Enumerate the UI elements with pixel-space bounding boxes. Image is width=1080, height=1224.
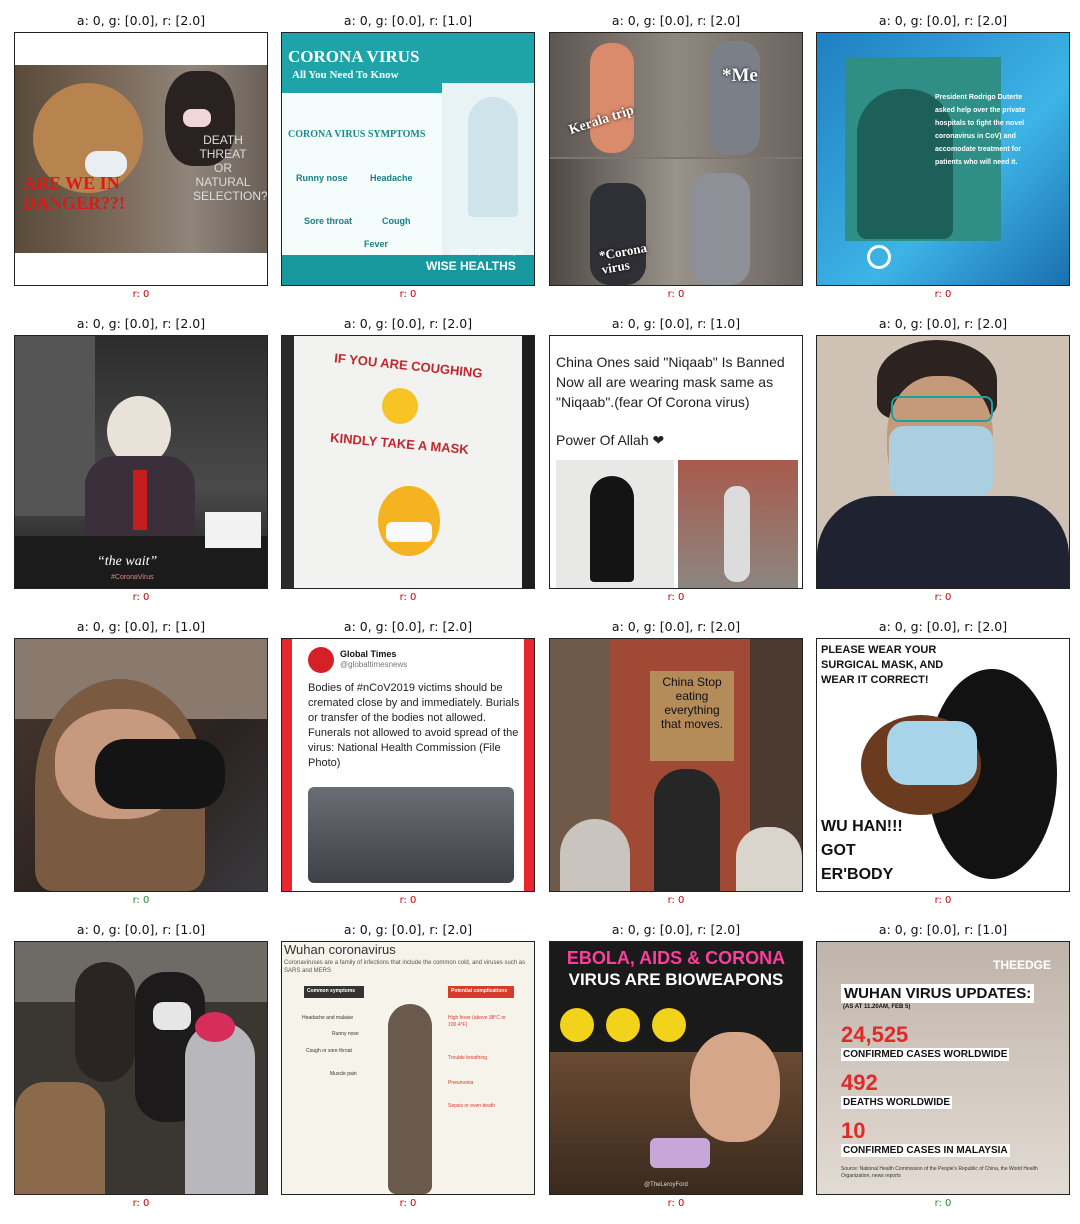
sign-text: KINDLY TAKE A MASK	[329, 429, 470, 458]
cell-title: a: 0, g: [0.0], r: [2.0]	[76, 316, 206, 331]
poster-text: Fever	[364, 239, 389, 249]
stat-number: 24,525	[841, 1022, 909, 1047]
cell-title: a: 0, g: [0.0], r: [1.0]	[611, 316, 741, 331]
poster-corona-virus: CORONA VIRUS All You Need To Know CORONA…	[281, 32, 535, 286]
symptom-label: Runny nose	[332, 1031, 359, 1037]
complication-label: Trouble breathing	[448, 1055, 488, 1061]
poster-text: CORONA VIRUS SYMPTOMS	[288, 129, 426, 140]
infographic-source: Source: National Health Commission of th…	[841, 1166, 1038, 1179]
cell-title: a: 0, g: [0.0], r: [1.0]	[343, 13, 473, 28]
post-text: China Ones said "Niqaab" Is Banned Now a…	[556, 354, 785, 410]
meme-text: *Me	[722, 65, 758, 86]
news-caption-text: President Rodrigo Duterte asked help ove…	[935, 94, 1026, 166]
poster-text: CORONA VIRUS	[288, 47, 420, 66]
cell-caption: r: 0	[399, 895, 417, 906]
cell-title: a: 0, g: [0.0], r: [2.0]	[343, 619, 473, 634]
infographic-label: Potential complications	[451, 988, 508, 994]
meme-headline: VIRUS ARE BIOWEAPONS	[568, 970, 784, 989]
cell-caption: r: 0	[132, 1198, 150, 1209]
meme-bioweapons: EBOLA, AIDS & CORONA VIRUS ARE BIOWEAPON…	[549, 941, 803, 1195]
meme-text: WU HAN!!! GOT ER'BODY SICK!!!	[821, 818, 903, 891]
tweet-handle: @globaltimesnews	[340, 660, 408, 669]
cell-title: a: 0, g: [0.0], r: [2.0]	[878, 13, 1008, 28]
cell-caption: r: 0	[934, 289, 952, 300]
sign-coughing-mask: IF YOU ARE COUGHING KINDLY TAKE A MASK	[281, 335, 535, 589]
photo-man-mask	[816, 335, 1070, 589]
stat-label: CONFIRMED CASES WORLDWIDE	[841, 1048, 1010, 1061]
cell-title: a: 0, g: [0.0], r: [1.0]	[878, 922, 1008, 937]
poster-text: #rakhsapnokakhayal	[450, 247, 524, 256]
meme-distracted: Kerala trip *Me *Corona virus	[549, 32, 803, 286]
infographic-label: Common symptoms	[307, 988, 356, 994]
meme-text: DEATH THREAT OR NATURAL SELECTION?!!	[193, 133, 268, 203]
cell-caption: r: 0	[399, 1198, 417, 1209]
meme-image-teddy-bear: ARE WE IN DANGER??! DEATH THREAT OR NATU…	[14, 32, 268, 286]
tweet-global-times: Global Times @globaltimesnews Bodies of …	[281, 638, 535, 892]
meme-wu-han: PLEASE WEAR YOUR SURGICAL MASK, AND WEAR…	[816, 638, 1070, 892]
stat-label: DEATHS WORLDWIDE	[841, 1096, 953, 1109]
poster-text: Sore throat	[304, 216, 353, 226]
cell-title: a: 0, g: [0.0], r: [2.0]	[343, 316, 473, 331]
cell-caption: r: 0	[399, 592, 417, 603]
cell-title: a: 0, g: [0.0], r: [2.0]	[878, 619, 1008, 634]
social-post-niqaab: China Ones said "Niqaab" Is Banned Now a…	[549, 335, 803, 589]
publisher-logo: THEEDGE	[993, 958, 1052, 972]
cell-title: a: 0, g: [0.0], r: [2.0]	[878, 316, 1008, 331]
cell-caption: r: 0	[934, 592, 952, 603]
stat-number: 10	[841, 1118, 866, 1143]
cell-title: a: 0, g: [0.0], r: [1.0]	[76, 922, 206, 937]
photo-protest-sign: China Stop eating everything that moves.	[549, 638, 803, 892]
cell-title: a: 0, g: [0.0], r: [2.0]	[343, 922, 473, 937]
photo-girl-black-mask	[14, 638, 268, 892]
cell-title: a: 0, g: [0.0], r: [2.0]	[611, 922, 741, 937]
infographic-timestamp: (AS AT 11.20AM, FEB 5)	[843, 1004, 911, 1010]
infographic-wuhan-updates: THEEDGE WUHAN VIRUS UPDATES: (AS AT 11.2…	[816, 941, 1070, 1195]
cell-title: a: 0, g: [0.0], r: [2.0]	[611, 13, 741, 28]
meme-text: ARE WE IN DANGER??!	[23, 173, 125, 213]
cell-caption: r: 0	[667, 289, 685, 300]
meme-headline: EBOLA, AIDS & CORONA	[566, 948, 786, 968]
complication-label: Sepsis or even death	[448, 1103, 495, 1109]
cell-caption: r: 0	[667, 592, 685, 603]
cell-caption: r: 0	[399, 289, 417, 300]
cell-caption: r: 0	[132, 592, 150, 603]
poster-text: WISE HEALTHS	[426, 259, 516, 273]
poster-text: All You Need To Know	[292, 69, 399, 81]
cell-title: a: 0, g: [0.0], r: [2.0]	[76, 13, 206, 28]
symptom-label: Cough or sore throat	[306, 1048, 352, 1054]
photo-masked-crowd	[14, 941, 268, 1195]
cell-caption: r: 0	[934, 895, 952, 906]
symptom-label: Muscle pain	[330, 1071, 357, 1077]
cell-caption: r: 0	[667, 895, 685, 906]
infographic-intro: Coronaviruses are a family of infections…	[284, 960, 526, 974]
meme-credit: @TheLeroyFord	[644, 1182, 688, 1188]
complication-label: High fever (above 38°C or 100.4°F)	[448, 1015, 506, 1028]
cell-caption: r: 0	[667, 1198, 685, 1209]
infographic-title: Wuhan coronavirus	[284, 942, 396, 957]
cell-caption: r: 0	[132, 289, 150, 300]
complication-label: Pneumonia	[448, 1080, 474, 1086]
cartoon-the-wait: “the wait” #CoronaVirus	[14, 335, 268, 589]
news-image-duterte: President Rodrigo Duterte asked help ove…	[816, 32, 1070, 286]
protest-sign-text: China Stop eating everything that moves.	[660, 675, 724, 731]
cell-caption: r: 0	[934, 1198, 952, 1209]
stat-number: 492	[841, 1070, 878, 1095]
infographic-title: WUHAN VIRUS UPDATES:	[841, 984, 1035, 1003]
stat-label: CONFIRMED CASES IN MALAYSIA	[841, 1144, 1010, 1157]
poster-text: Cough	[382, 216, 411, 226]
cartoon-hashtag: #CoronaVirus	[111, 574, 154, 581]
poster-text: Headache	[370, 173, 413, 183]
cell-caption: r: 0	[132, 895, 150, 906]
cartoon-caption: “the wait”	[97, 554, 158, 569]
symptom-label: Headache and malaise	[302, 1015, 354, 1021]
tweet-author: Global Times	[340, 649, 397, 659]
meme-text: PLEASE WEAR YOUR SURGICAL MASK, AND WEAR…	[821, 644, 944, 686]
poster-text: Runny nose	[296, 173, 348, 183]
infographic-wuhan-coronavirus: Wuhan coronavirus Coronaviruses are a fa…	[281, 941, 535, 1195]
sign-text: IF YOU ARE COUGHING	[333, 350, 484, 381]
cell-title: a: 0, g: [0.0], r: [1.0]	[76, 619, 206, 634]
post-text: Power Of Allah ❤	[556, 432, 665, 448]
tweet-body: Bodies of #nCoV2019 victims should be cr…	[308, 682, 520, 769]
cell-title: a: 0, g: [0.0], r: [2.0]	[611, 619, 741, 634]
